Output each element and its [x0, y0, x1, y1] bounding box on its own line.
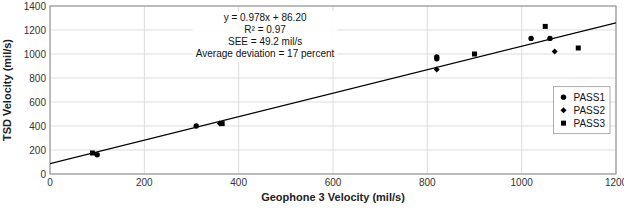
grid-line-x	[521, 6, 522, 174]
y-tick-label: 400	[29, 121, 46, 132]
y-tick-label: 0	[40, 169, 46, 180]
y-tick-label: 1200	[24, 25, 47, 36]
grid-line-x	[144, 6, 145, 174]
annotation-line: SEE = 49.2 mil/s	[228, 36, 302, 47]
grid-line-x	[427, 6, 428, 174]
x-tick-label: 1200	[605, 177, 624, 188]
point	[434, 54, 439, 59]
legend-label: PASS2	[574, 105, 606, 116]
grid-line-y	[50, 150, 616, 151]
legend-marker	[561, 94, 566, 99]
legend-label: PASS3	[574, 118, 606, 129]
annotation-line: Average deviation = 17 percent	[196, 48, 335, 59]
point	[528, 36, 533, 41]
legend-label: PASS1	[574, 92, 606, 103]
annotation-bg	[193, 11, 338, 62]
x-axis-label: Geophone 3 Velocity (mil/s)	[261, 191, 405, 203]
y-tick-label: 800	[29, 73, 46, 84]
point	[472, 52, 477, 57]
y-axis-label: TSD Velocity (mil/s)	[1, 39, 13, 141]
plot-frame	[50, 6, 616, 174]
y-tick-label: 1400	[24, 1, 47, 12]
y-tick-label: 1000	[24, 49, 47, 60]
grid	[50, 6, 616, 174]
y-tick-label: 600	[29, 97, 46, 108]
x-tick-label: 800	[419, 177, 436, 188]
legend-marker	[561, 121, 566, 126]
grid-line-y	[50, 102, 616, 103]
point	[194, 123, 199, 128]
x-tick-label: 400	[230, 177, 247, 188]
x-tick-label: 1000	[511, 177, 534, 188]
grid-line-y	[50, 126, 616, 127]
point	[543, 24, 548, 29]
legend-marker	[561, 107, 567, 113]
point	[220, 121, 225, 126]
x-tick-label: 600	[325, 177, 342, 188]
annotation: y = 0.978x + 86.20R² = 0.97SEE = 49.2 mi…	[193, 11, 338, 62]
y-tick-label: 200	[29, 145, 46, 156]
point	[547, 36, 552, 41]
annotation-line: R² = 0.97	[244, 24, 286, 35]
grid-line-y	[50, 78, 616, 79]
legend: PASS1 PASS2 PASS3	[554, 87, 611, 134]
point	[434, 67, 440, 73]
point	[90, 151, 95, 156]
point	[94, 152, 99, 157]
annotation-line: y = 0.978x + 86.20	[224, 12, 307, 23]
point	[576, 46, 581, 51]
x-tick-label: 0	[47, 177, 53, 188]
x-tick-label: 200	[136, 177, 153, 188]
legend-frame	[554, 87, 611, 134]
point	[552, 49, 558, 55]
chart: 0 200 400 600 800 1000 1200 0 200 400 600 800 1000 12…	[0, 0, 624, 211]
